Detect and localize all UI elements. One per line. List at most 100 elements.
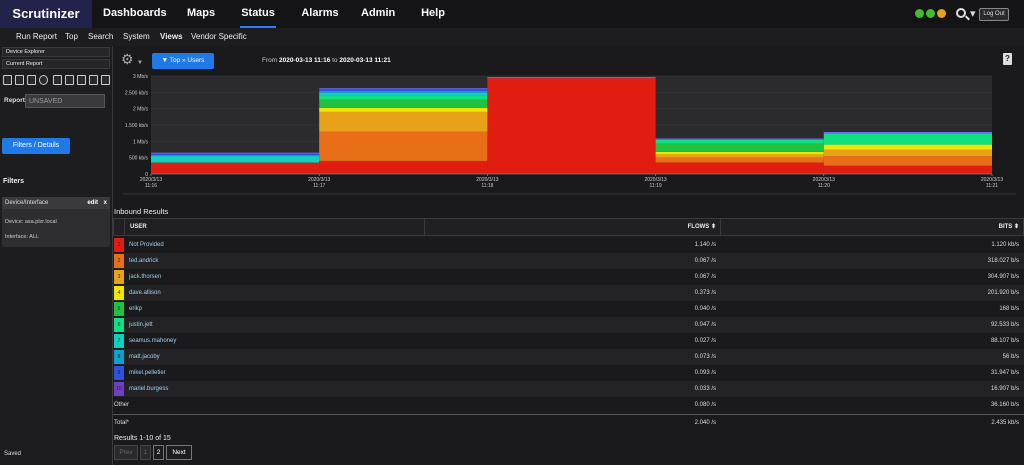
chart-stack-segment bbox=[823, 165, 992, 174]
table-row[interactable]: 1 Not Provided 1.140 /s 1.120 kb/s bbox=[113, 237, 1024, 253]
chart-stack-segment bbox=[319, 160, 488, 174]
app-logo[interactable]: Scrutinizer bbox=[0, 0, 92, 28]
nav-maps[interactable]: Maps bbox=[186, 7, 216, 19]
row-color-swatch: 8 bbox=[114, 350, 124, 364]
chart-stack-segment bbox=[655, 157, 824, 163]
table-row[interactable]: 4 dave.allison 0.373 /s 201.920 b/s bbox=[113, 285, 1024, 301]
top-users-button[interactable]: ▼ Top » Users bbox=[152, 53, 214, 69]
chart-stack-segment bbox=[319, 89, 488, 92]
subnav-vendor-specific[interactable]: Vendor Specific bbox=[191, 32, 247, 41]
chart-stack-segment bbox=[655, 139, 824, 144]
chart-stack-segment bbox=[319, 92, 488, 96]
filter-remove-icon[interactable]: x bbox=[103, 200, 107, 206]
table-row[interactable]: 2 ted.andrick 0.067 /s 318.027 b/s bbox=[113, 253, 1024, 269]
row-bits: 56 b/s bbox=[1002, 354, 1019, 360]
nav-alarms[interactable]: Alarms bbox=[301, 7, 339, 19]
chart-y-tick-label: 0 bbox=[145, 172, 148, 178]
row-user[interactable]: ted.andrick bbox=[129, 258, 159, 264]
row-user[interactable]: jack.thorsen bbox=[129, 274, 162, 280]
chart-y-tick-label: 1.500 kb/s bbox=[125, 123, 149, 129]
row-user[interactable]: erikp bbox=[129, 306, 143, 312]
table-row[interactable]: 7 seamus.mahoney 0.027 /s 88.107 b/s bbox=[113, 333, 1024, 349]
header-user[interactable]: USER bbox=[130, 219, 425, 235]
nav-status[interactable]: Status bbox=[240, 0, 276, 28]
subnav-system[interactable]: System bbox=[123, 32, 150, 41]
header-bits[interactable]: BITS ⬍ bbox=[998, 224, 1019, 230]
status-warning-icon[interactable] bbox=[937, 9, 946, 18]
row-flows: 0.067 /s bbox=[694, 258, 716, 264]
table-row[interactable]: 8 matt.jacoby 0.073 /s 56 b/s bbox=[113, 349, 1024, 365]
status-ok-icon[interactable] bbox=[915, 9, 924, 18]
row-bits: 318.027 b/s bbox=[987, 258, 1019, 264]
email-icon[interactable] bbox=[101, 75, 110, 85]
sidebar-current-report[interactable]: Current Report bbox=[2, 59, 110, 69]
print-icon[interactable] bbox=[27, 75, 36, 85]
date-prefix: From bbox=[262, 57, 278, 64]
save-icon[interactable] bbox=[3, 75, 12, 85]
row-flows: 1.140 /s bbox=[694, 242, 716, 248]
row-user[interactable]: mariel.burgess bbox=[129, 386, 169, 392]
row-user[interactable]: justin.jett bbox=[129, 322, 153, 328]
chart-stack-segment bbox=[823, 133, 992, 145]
row-flows: 0.047 /s bbox=[694, 322, 716, 328]
row-bits: 31.947 b/s bbox=[990, 370, 1019, 376]
user-icon[interactable]: ▾ bbox=[970, 8, 976, 20]
nav-help[interactable]: Help bbox=[421, 7, 445, 19]
row-user[interactable]: matt.jacoby bbox=[129, 354, 160, 360]
row-color-swatch: 5 bbox=[114, 302, 124, 316]
help-icon[interactable]: ? bbox=[1003, 53, 1012, 65]
date-to: 2020-03-13 11:21 bbox=[339, 57, 391, 64]
table-row[interactable]: 6 justin.jett 0.047 /s 92.533 b/s bbox=[113, 317, 1024, 333]
row-flows: 0.027 /s bbox=[694, 338, 716, 344]
clock-icon[interactable] bbox=[39, 75, 48, 85]
table-row[interactable]: 3 jack.thorsen 0.067 /s 304.907 b/s bbox=[113, 269, 1024, 285]
row-user[interactable]: dave.allison bbox=[129, 290, 161, 296]
chart-stack-segment bbox=[151, 162, 320, 174]
prev-page-button[interactable]: Prev bbox=[114, 445, 138, 460]
subnav-run-report[interactable]: Run Report bbox=[16, 32, 57, 41]
chart-x-tick-date: 2020/3/13 bbox=[476, 177, 498, 183]
page-1-button[interactable]: 1 bbox=[140, 445, 151, 460]
section-title: Inbound Results bbox=[114, 207, 169, 216]
row-bits: 201.920 b/s bbox=[987, 290, 1019, 296]
status-ok-icon[interactable] bbox=[926, 9, 935, 18]
report-label: Report: bbox=[4, 97, 28, 104]
next-page-button[interactable]: Next bbox=[166, 445, 192, 460]
row-bits: 304.907 b/s bbox=[987, 274, 1019, 280]
table-row[interactable]: 9 mikel.pelletier 0.093 /s 31.947 b/s bbox=[113, 365, 1024, 381]
nav-dashboards[interactable]: Dashboards bbox=[103, 7, 167, 19]
table-icon[interactable] bbox=[65, 75, 74, 85]
table-row-other: Other 0.080 /s 36.160 b/s bbox=[113, 397, 1024, 413]
sidebar-device-explorer[interactable]: Device Explorer bbox=[2, 47, 110, 57]
gear-icon[interactable]: ⚙ bbox=[121, 51, 134, 67]
saved-status: Saved bbox=[4, 451, 22, 457]
table-row[interactable]: 5 erikp 0.040 /s 168 b/s bbox=[113, 301, 1024, 317]
csv-icon[interactable] bbox=[89, 75, 98, 85]
header-flows[interactable]: FLOWS ⬍ bbox=[425, 219, 721, 235]
search-icon[interactable] bbox=[956, 8, 966, 18]
subnav-search[interactable]: Search bbox=[88, 32, 114, 41]
row-flows: 2.040 /s bbox=[694, 420, 716, 426]
table-row[interactable]: 10 mariel.burgess 0.033 /s 16.907 b/s bbox=[113, 381, 1024, 397]
filter-edit-link[interactable]: edit bbox=[87, 200, 98, 206]
chevron-down-icon[interactable]: ▼ bbox=[137, 60, 143, 66]
page-2-button[interactable]: 2 bbox=[153, 445, 164, 460]
filters-details-button[interactable]: Filters / Details bbox=[2, 138, 70, 154]
results-summary: Results 1-10 of 15 bbox=[114, 435, 171, 442]
pdf-icon[interactable] bbox=[77, 75, 86, 85]
nav-admin[interactable]: Admin bbox=[361, 7, 396, 19]
grid-icon[interactable] bbox=[53, 75, 62, 85]
subnav-top[interactable]: Top bbox=[65, 32, 78, 41]
copy-icon[interactable] bbox=[15, 75, 24, 85]
chart-stack-segment bbox=[151, 156, 320, 163]
row-user[interactable]: mikel.pelletier bbox=[129, 370, 166, 376]
row-user[interactable]: Not Provided bbox=[129, 242, 164, 248]
row-user[interactable]: seamus.mahoney bbox=[129, 338, 177, 344]
report-name-input[interactable] bbox=[25, 94, 105, 108]
row-bits: 88.107 b/s bbox=[990, 338, 1019, 344]
row-color-swatch: 4 bbox=[114, 286, 124, 300]
logout-button[interactable]: Log Out bbox=[979, 8, 1009, 21]
chart-x-tick-date: 2020/3/13 bbox=[140, 177, 162, 183]
subnav-views[interactable]: Views bbox=[160, 32, 183, 41]
chart-x-tick-time: 11:16 bbox=[145, 183, 157, 189]
